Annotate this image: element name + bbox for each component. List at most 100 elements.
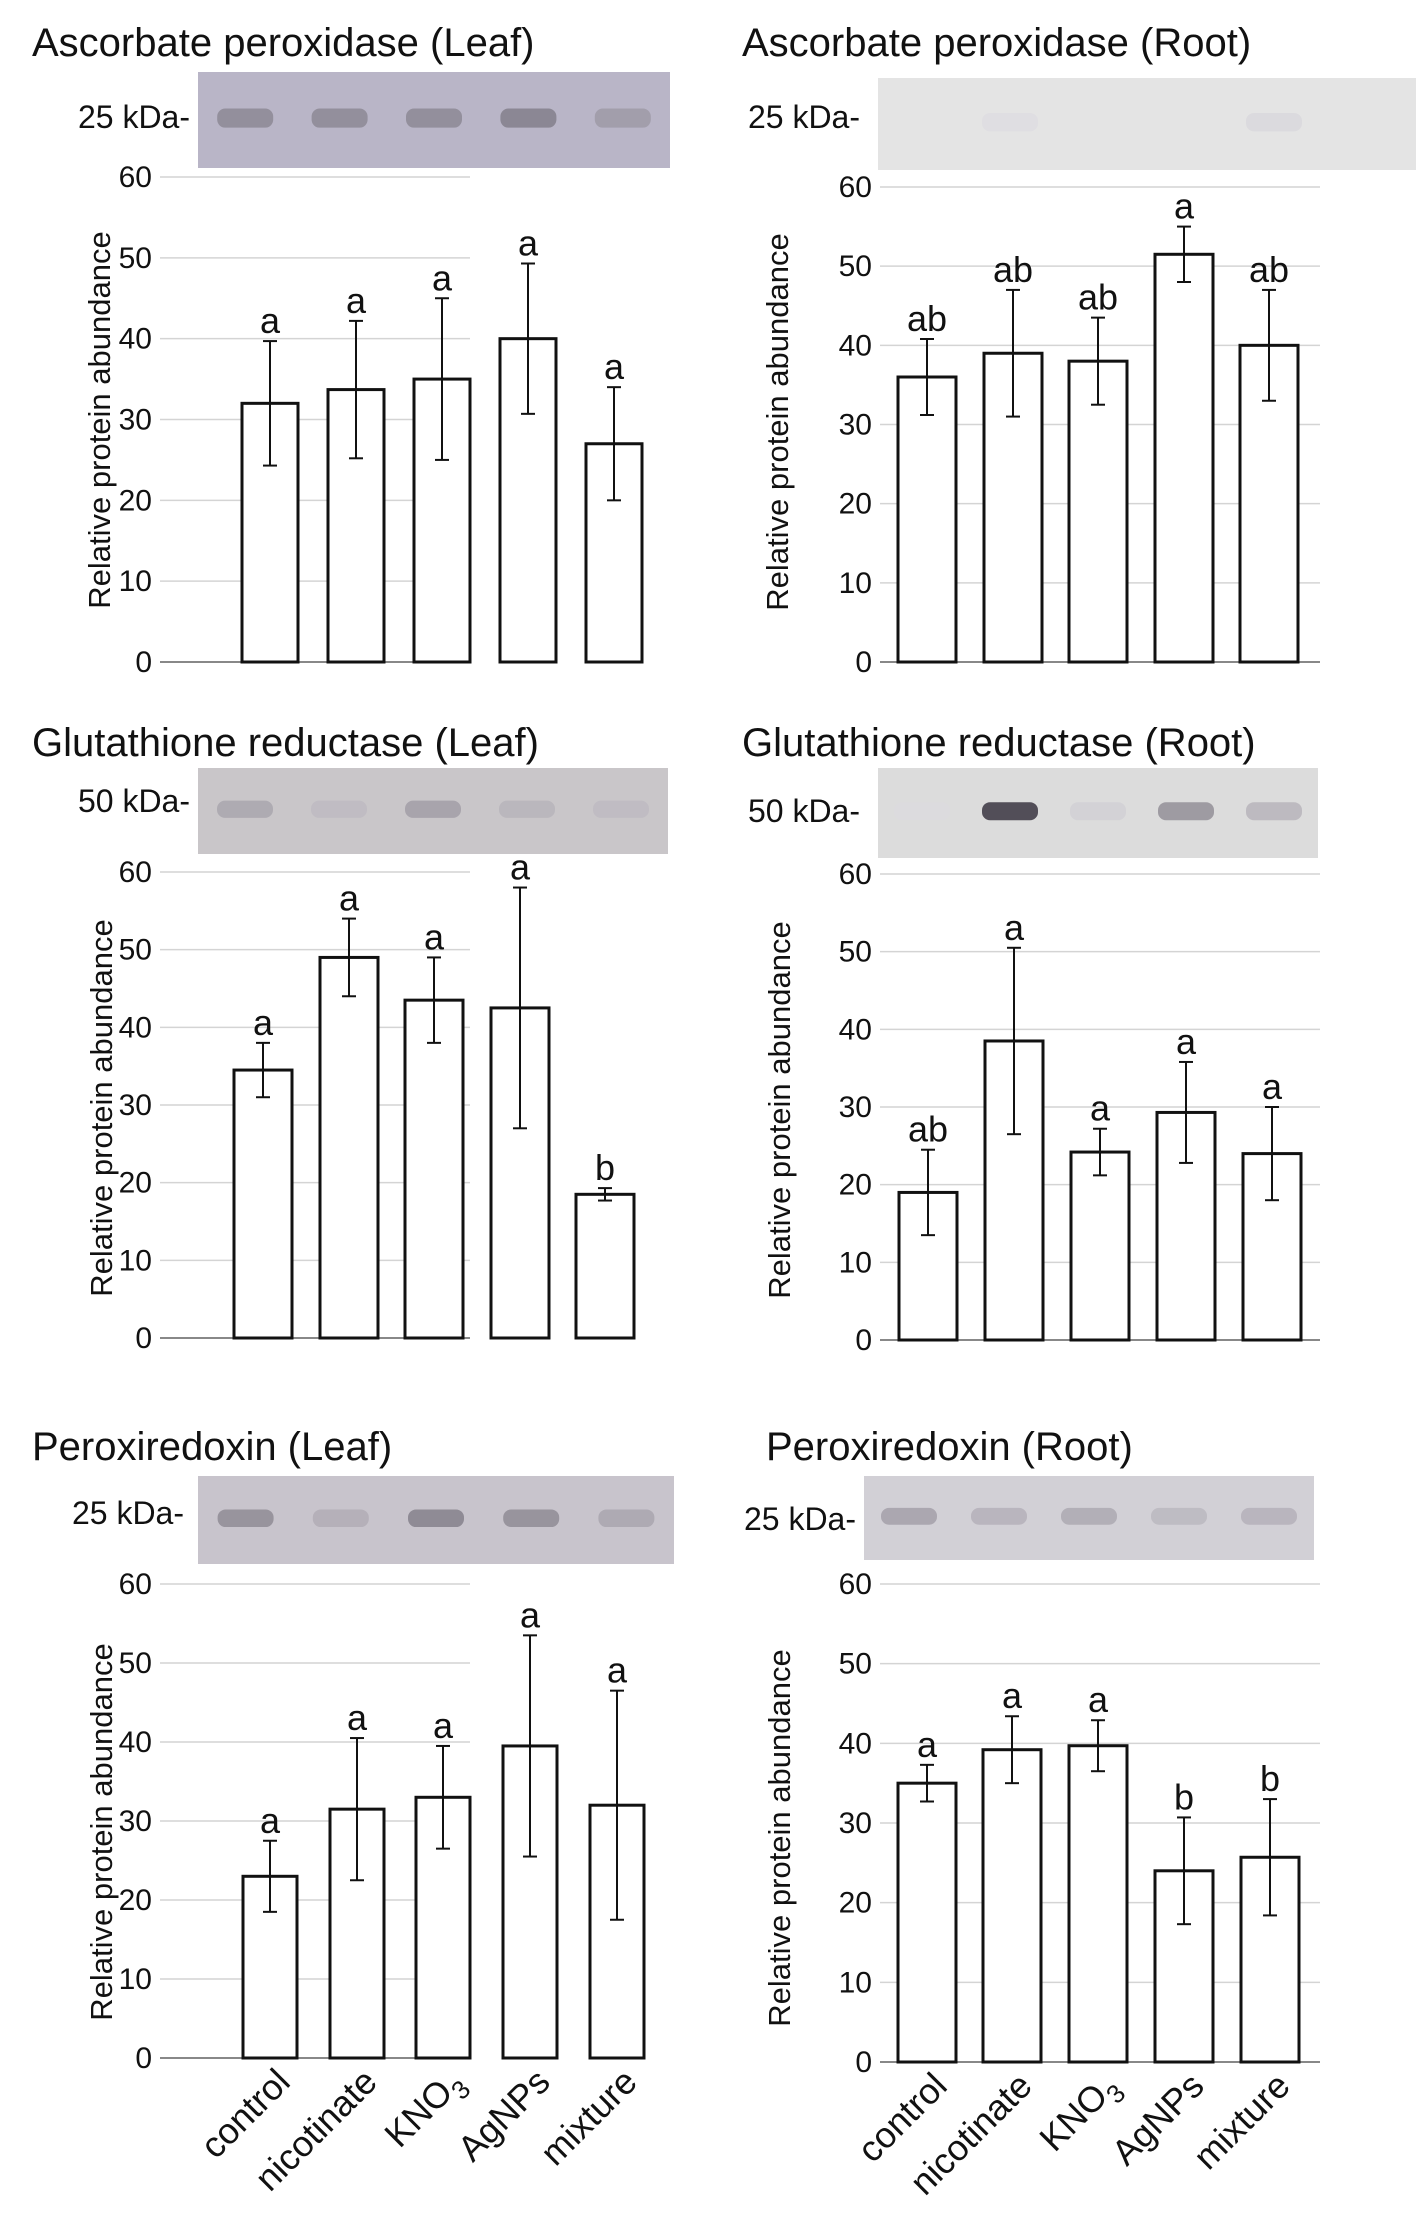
y-tick-label: 60 (839, 171, 872, 204)
y-tick-label: 60 (119, 856, 152, 889)
y-tick-label: 30 (839, 409, 872, 442)
y-axis-label: Relative protein abundance (84, 919, 119, 1296)
y-tick-label: 0 (855, 2046, 872, 2079)
blot-band (1151, 1507, 1207, 1525)
bar (896, 375, 958, 664)
molecular-weight-label: 50 kDa- (748, 793, 860, 829)
bar (1067, 359, 1129, 664)
blot-strip (878, 768, 1318, 858)
blot-band (217, 1509, 274, 1528)
y-tick-label: 50 (839, 250, 872, 283)
significance-letter: a (520, 1594, 541, 1635)
bar (1069, 1150, 1131, 1342)
blot-band (405, 800, 461, 818)
bar (232, 1068, 294, 1340)
panel-title: Glutathione reductase (Root) (742, 721, 1256, 765)
significance-letter: a (510, 847, 531, 888)
molecular-weight-label: 50 kDa- (78, 783, 190, 819)
y-axis-label: Relative protein abundance (82, 231, 117, 608)
significance-letter: ab (1249, 249, 1289, 290)
y-tick-label: 30 (839, 1807, 872, 1840)
y-tick-label: 10 (119, 565, 152, 598)
y-tick-label: 10 (839, 1246, 872, 1279)
significance-letter: a (1004, 907, 1025, 948)
y-tick-label: 40 (119, 1011, 152, 1044)
y-tick-label: 60 (839, 858, 872, 891)
significance-letter: a (260, 300, 281, 341)
blot-band (894, 802, 950, 821)
chart-panel: Glutathione reductase (Root) 50 kDa- 0 10 20… (742, 721, 1320, 1357)
y-tick-label: 0 (855, 1324, 872, 1357)
blot-band (594, 108, 651, 128)
significance-letter: ab (907, 298, 947, 339)
molecular-weight-label: 25 kDa- (744, 1501, 856, 1537)
y-tick-label: 20 (839, 1169, 872, 1202)
y-tick-label: 10 (839, 567, 872, 600)
y-tick-label: 0 (135, 2042, 152, 2075)
significance-letter: a (1262, 1066, 1283, 1107)
y-tick-label: 20 (119, 1167, 152, 1200)
bar (1155, 1110, 1217, 1342)
y-tick-label: 0 (135, 646, 152, 679)
bar (896, 1781, 958, 2064)
y-tick-label: 10 (119, 1244, 152, 1277)
blot-band (1246, 802, 1302, 821)
blot-band (971, 1507, 1027, 1525)
blot-band (311, 108, 368, 128)
panel-title: Peroxiredoxin (Root) (766, 1425, 1133, 1469)
x-category-text: mixture (1185, 2065, 1297, 2177)
molecular-weight-label: 25 kDa- (72, 1495, 184, 1531)
y-tick-label: 20 (119, 1884, 152, 1917)
y-tick-label: 50 (839, 1648, 872, 1681)
panel-title: Ascorbate peroxidase (Leaf) (32, 21, 535, 65)
significance-letter: a (433, 1705, 454, 1746)
blot-band (217, 800, 273, 818)
y-tick-label: 30 (119, 1089, 152, 1122)
blot-band (500, 108, 557, 128)
panel-title: Peroxiredoxin (Leaf) (32, 1425, 392, 1469)
bar (403, 998, 465, 1340)
significance-letter: b (595, 1147, 615, 1188)
x-category-text: mixture (532, 2061, 644, 2173)
blot-band (881, 1507, 937, 1525)
x-category-label: mixture (532, 2061, 644, 2173)
chart-panel: Peroxiredoxin (Leaf) 25 kDa- 0 10 20 30 40 50 60… (32, 1425, 674, 2075)
significance-letter: a (339, 878, 360, 919)
y-tick-label: 50 (839, 936, 872, 969)
significance-letter: ab (1078, 277, 1118, 318)
x-category-label: mixture (1185, 2065, 1297, 2177)
blot-band (311, 800, 367, 818)
molecular-weight-label: 25 kDa- (78, 99, 190, 135)
significance-letter: a (424, 916, 445, 957)
significance-letter: b (1260, 1758, 1280, 1799)
blot-band (1061, 1507, 1117, 1525)
chart-panel: Glutathione reductase (Leaf) 50 kDa- 0 10 20… (32, 721, 668, 1355)
blot-band (982, 112, 1038, 132)
significance-letter: a (1174, 186, 1195, 227)
y-tick-label: 20 (119, 484, 152, 517)
y-axis-label: Relative protein abundance (84, 1643, 119, 2020)
y-axis-label: Relative protein abundance (762, 1649, 797, 2026)
significance-letter: ab (993, 249, 1033, 290)
significance-letter: a (253, 1002, 274, 1043)
bar (981, 1748, 1043, 2064)
significance-letter: a (917, 1724, 938, 1765)
significance-letter: ab (908, 1109, 948, 1150)
significance-letter: a (518, 222, 539, 263)
y-tick-label: 40 (119, 323, 152, 356)
blot-strip (878, 78, 1416, 170)
significance-letter: a (1088, 1679, 1109, 1720)
bar (1241, 1152, 1303, 1342)
blot-band (593, 800, 649, 818)
y-tick-label: 40 (839, 329, 872, 362)
y-tick-label: 20 (839, 1887, 872, 1920)
y-tick-label: 40 (839, 1727, 872, 1760)
blot-band (1158, 802, 1214, 821)
y-tick-label: 40 (839, 1013, 872, 1046)
chart-panel: Ascorbate peroxidase (Root) 25 kDa- 0 10 20 3… (742, 21, 1416, 679)
molecular-weight-label: 25 kDa- (748, 99, 860, 135)
blot-band (1241, 1507, 1297, 1525)
y-tick-label: 10 (119, 1963, 152, 1996)
bar (982, 351, 1044, 664)
